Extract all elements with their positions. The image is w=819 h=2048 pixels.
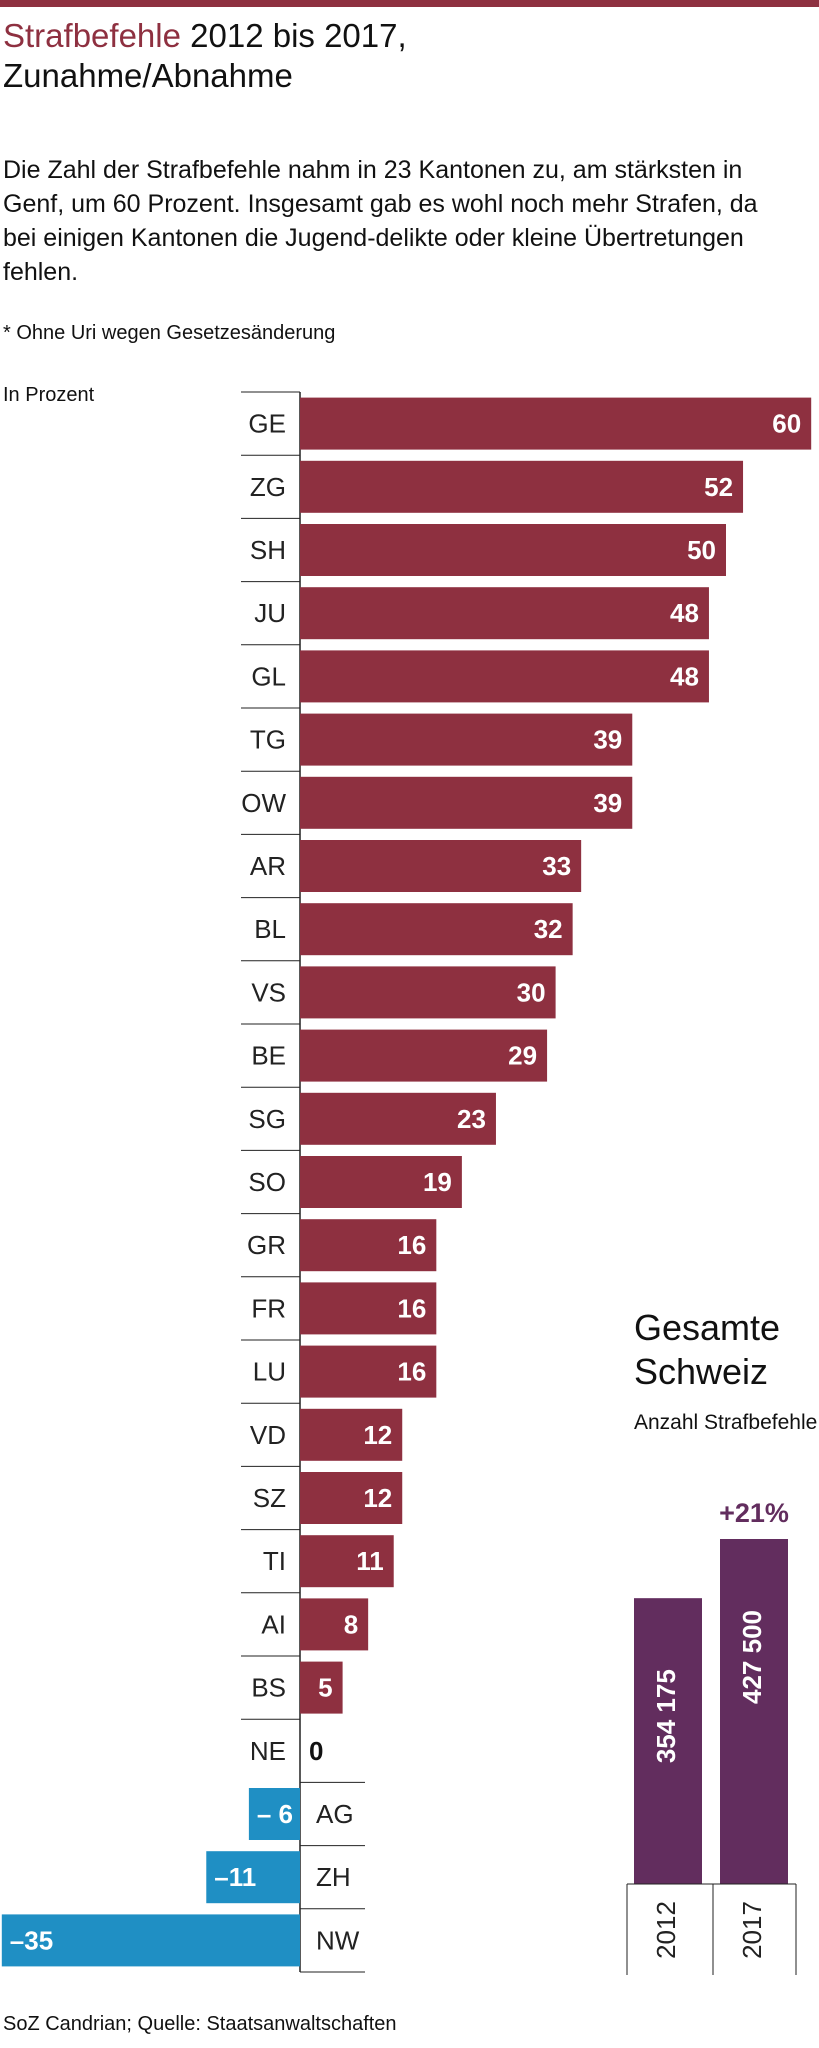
canton-label: AG — [316, 1799, 354, 1829]
bar-gr — [300, 1219, 437, 1272]
summary-year-label: 2012 — [651, 1901, 681, 1959]
bar-ai — [300, 1598, 369, 1651]
canton-label: AI — [261, 1609, 286, 1639]
canton-label: VS — [251, 977, 286, 1007]
source-credit: SoZ Candrian; Quelle: Staatsanwaltschaft… — [3, 2013, 397, 2035]
canton-label: OW — [241, 788, 286, 818]
unit-label: In Prozent — [3, 384, 95, 406]
bar-bs — [300, 1661, 343, 1714]
canton-label: SG — [248, 1104, 286, 1134]
summary-value-label: 427 500 — [737, 1610, 767, 1704]
bar-fr — [300, 1282, 437, 1335]
bar-sg — [300, 1092, 496, 1145]
canton-label: FR — [251, 1293, 286, 1323]
bar-value-label: 48 — [670, 598, 699, 628]
summary-title: Gesamte Schweiz — [634, 1307, 781, 1392]
canton-label: AR — [250, 851, 286, 881]
canton-label: BS — [251, 1673, 286, 1703]
bar-value-label: 16 — [397, 1293, 426, 1323]
summary-change-annotation: +21% — [719, 1498, 789, 1528]
canton-label: GE — [248, 409, 286, 439]
bar-value-label: 0 — [309, 1736, 323, 1766]
bar-value-label: 23 — [457, 1104, 486, 1134]
canton-label: SZ — [253, 1483, 286, 1513]
bar-ge — [300, 397, 812, 450]
canton-label: BE — [251, 1041, 286, 1071]
canton-label: BL — [254, 914, 286, 944]
bar-vs — [300, 966, 556, 1019]
bar-value-label: 39 — [593, 725, 622, 755]
canton-label: ZG — [250, 472, 286, 502]
bar-value-label: –11 — [214, 1862, 256, 1892]
bar-gl — [300, 650, 709, 703]
summary-subtitle: Anzahl Strafbefehle — [634, 1411, 818, 1434]
bar-ag — [248, 1788, 300, 1840]
bar-value-label: 30 — [517, 977, 546, 1007]
canton-label: GL — [251, 661, 286, 691]
bar-vd — [300, 1408, 403, 1461]
bar-value-label: 12 — [363, 1483, 392, 1513]
bar-lu — [300, 1345, 437, 1398]
bar-value-label: 16 — [397, 1230, 426, 1260]
canton-label: LU — [253, 1357, 286, 1387]
bar-value-label: 32 — [534, 914, 563, 944]
canton-label: SO — [248, 1167, 286, 1197]
canton-label: NE — [250, 1736, 286, 1766]
bar-value-label: 29 — [508, 1041, 537, 1071]
bar-so — [300, 1156, 462, 1208]
bar-value-label: 39 — [593, 788, 622, 818]
bar-ju — [300, 587, 709, 640]
title-line-2: Zunahme/Abnahme — [3, 57, 293, 94]
bar-sz — [300, 1472, 403, 1524]
canton-label: GR — [247, 1230, 286, 1260]
page-title: Strafbefehle 2012 bis 2017, Zunahme/Abna… — [3, 16, 803, 96]
bar-ar — [300, 840, 582, 892]
bar-value-label: 52 — [704, 472, 733, 502]
title-rest: 2012 bis 2017, — [180, 17, 407, 54]
bar-value-label: 60 — [772, 409, 801, 439]
bar-ti — [300, 1535, 394, 1588]
bar-value-label: 5 — [318, 1673, 332, 1703]
title-accent: Strafbefehle — [3, 17, 181, 54]
canton-label: NW — [316, 1925, 360, 1955]
bar-value-label: 48 — [670, 661, 699, 691]
bar-value-label: 19 — [423, 1167, 452, 1197]
bar-value-label: 50 — [687, 535, 716, 565]
summary-year-label: 2017 — [737, 1901, 767, 1959]
bar-value-label: –35 — [10, 1925, 53, 1955]
canton-label: SH — [250, 535, 286, 565]
summary-bar-2017 — [720, 1539, 788, 1884]
bar-be — [300, 1029, 548, 1082]
bar-ow — [300, 776, 633, 829]
bar-zg — [300, 460, 744, 513]
canton-label: JU — [254, 598, 286, 628]
bar-value-label: 33 — [542, 851, 571, 881]
bar-value-label: 8 — [344, 1609, 358, 1639]
intro-text: Die Zahl der Strafbefehle nahm in 23 Kan… — [3, 156, 758, 286]
bar-tg — [300, 713, 633, 766]
canton-label: ZH — [316, 1862, 351, 1892]
bar-sh — [300, 524, 726, 576]
canton-bar-chart: 60GE52ZG50SH48JU48GL39TG39OW33AR32BL30VS… — [1, 391, 812, 1973]
top-accent-bar — [0, 0, 819, 7]
bar-value-label: 16 — [397, 1357, 426, 1387]
bar-zh — [206, 1851, 300, 1904]
bar-nw — [1, 1914, 301, 1967]
bar-bl — [300, 903, 573, 956]
canton-label: VD — [250, 1420, 286, 1450]
bar-value-label: 11 — [356, 1546, 384, 1576]
summary-value-label: 354 175 — [651, 1669, 681, 1763]
bar-value-label: – 6 — [257, 1799, 293, 1829]
footnote: * Ohne Uri wegen Gesetzesänderung — [3, 322, 336, 344]
canton-label: TI — [263, 1546, 286, 1576]
summary-bar-chart: 354 175 2012 427 500 2017 +21% — [626, 1498, 797, 1975]
canton-label: TG — [250, 725, 286, 755]
bar-value-label: 12 — [363, 1420, 392, 1450]
summary-bar-2012 — [634, 1598, 702, 1884]
